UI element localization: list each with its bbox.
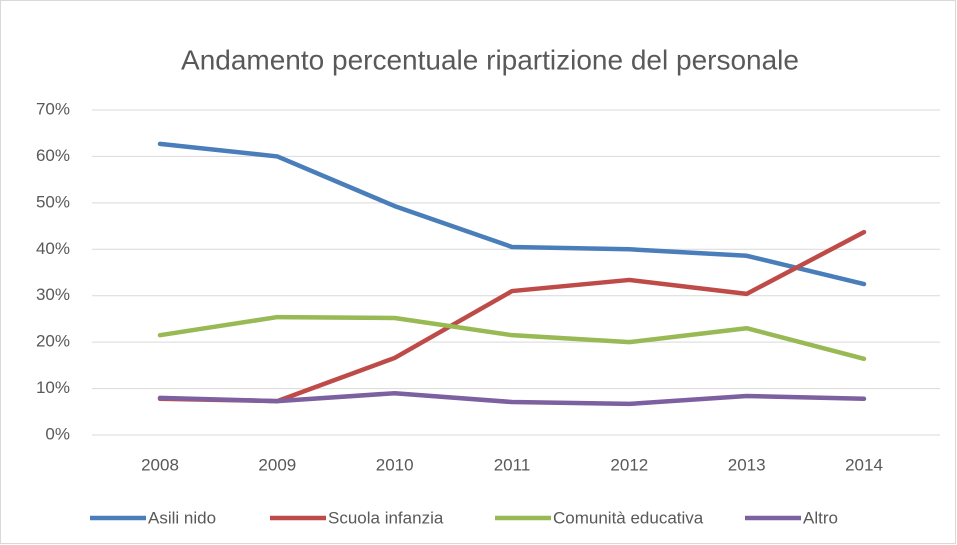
- x-tick-label: 2011: [494, 455, 531, 474]
- x-tick-label: 2014: [845, 455, 883, 474]
- y-tick-label: 20%: [36, 332, 70, 351]
- y-tick-label: 70%: [36, 99, 70, 118]
- y-tick-label: 60%: [36, 146, 70, 165]
- legend-label: Comunità educativa: [553, 508, 704, 527]
- x-tick-label: 2010: [376, 455, 414, 474]
- legend-label: Scuola infanzia: [328, 508, 444, 527]
- series-line: [157, 141, 867, 287]
- y-tick-label: 40%: [36, 239, 70, 258]
- y-tick-label: 10%: [36, 378, 70, 397]
- y-tick-label: 50%: [36, 192, 70, 211]
- x-tick-label: 2008: [141, 455, 179, 474]
- x-tick-label: 2013: [728, 455, 766, 474]
- series-line: [157, 314, 867, 362]
- x-tick-label: 2012: [610, 455, 648, 474]
- chart-title: Andamento percentuale ripartizione del p…: [181, 44, 799, 75]
- legend-label: Altro: [803, 508, 838, 527]
- legend-label: Asili nido: [148, 508, 216, 527]
- series-line: [157, 390, 867, 407]
- y-tick-label: 0%: [45, 424, 70, 443]
- y-tick-label: 30%: [36, 285, 70, 304]
- x-tick-label: 2009: [258, 455, 296, 474]
